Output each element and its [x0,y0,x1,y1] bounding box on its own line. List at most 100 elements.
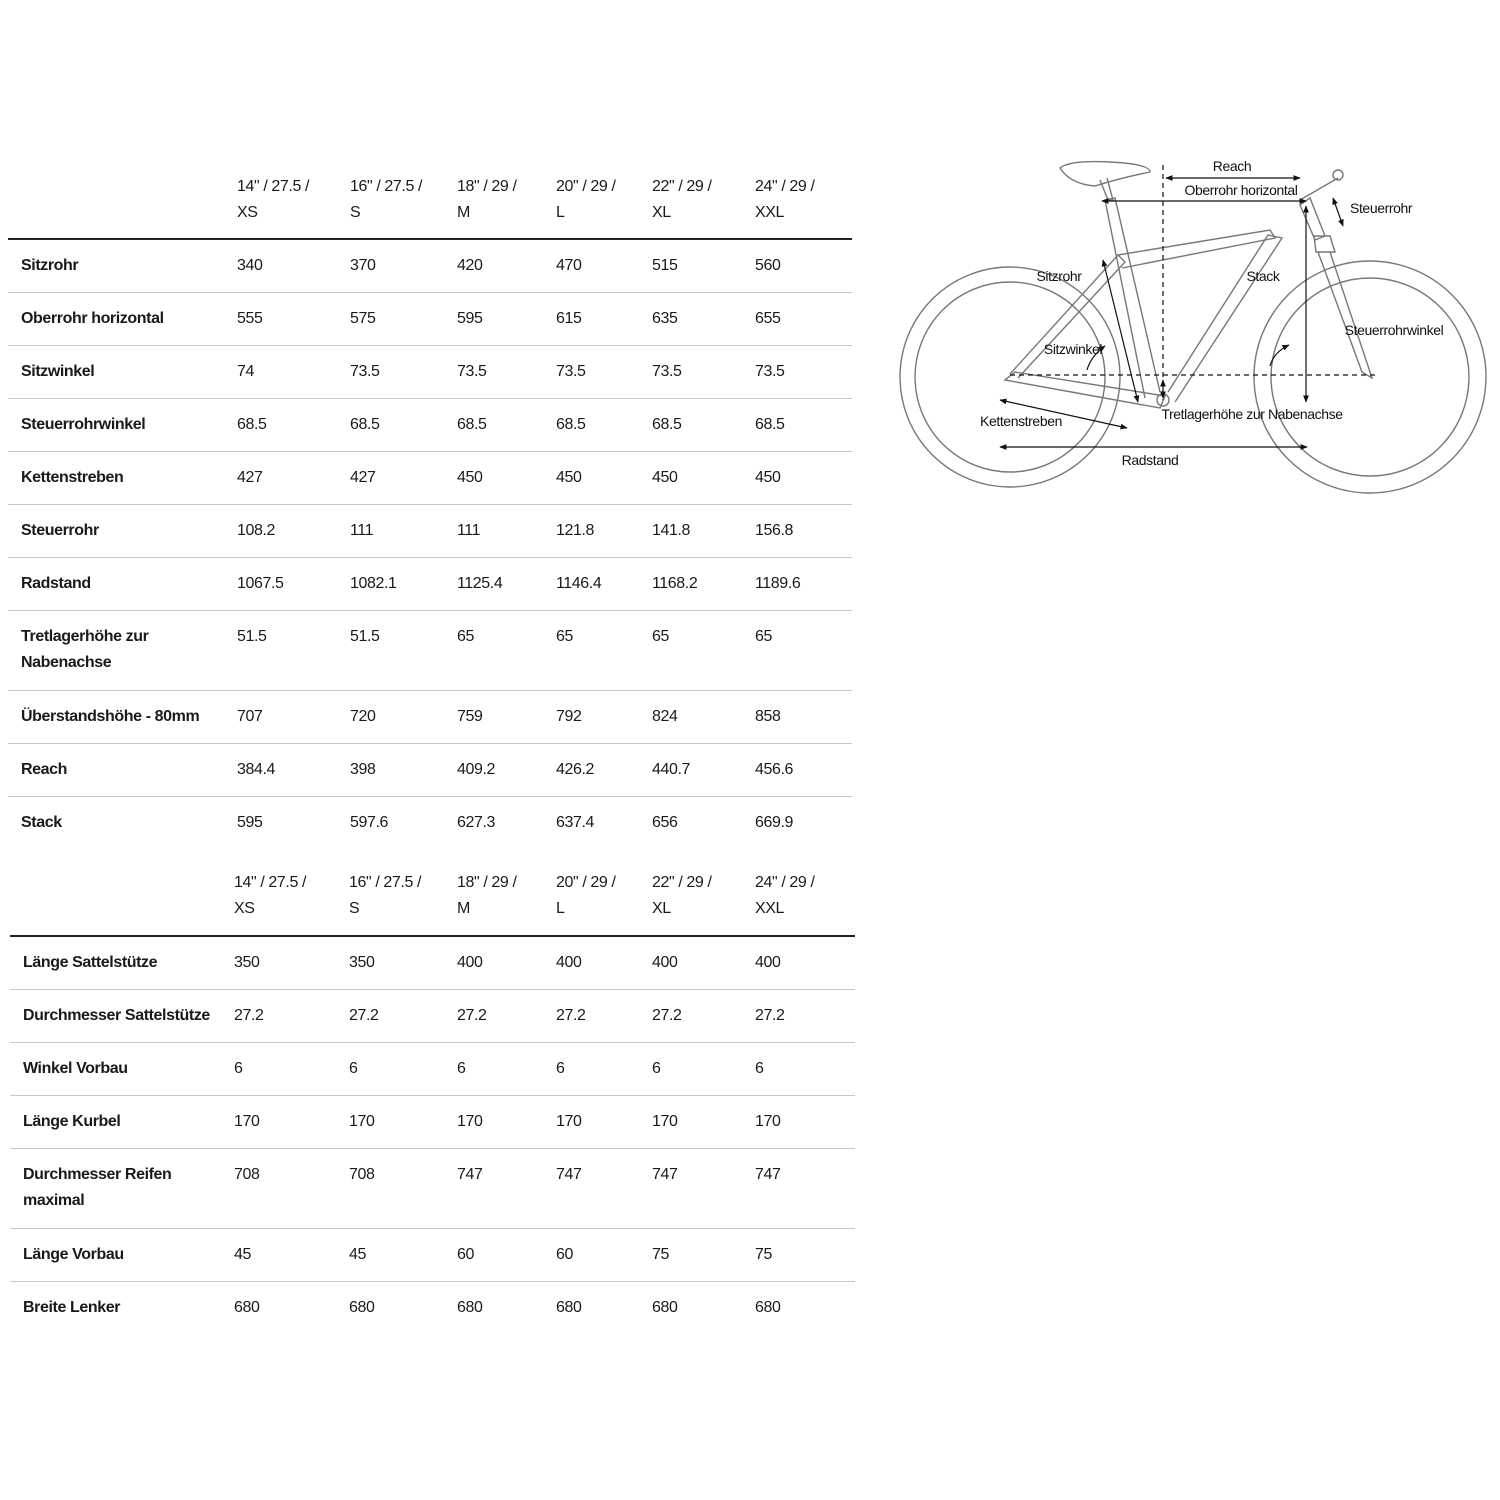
row-label: Sitzrohr [21,257,79,274]
size-header: 24" / 29 / [755,178,815,195]
table-cell: 747 [457,1166,483,1183]
table-cell: 27.2 [349,1007,379,1024]
row-label: Tretlagerhöhe zur [21,628,149,645]
row-label: Sitzwinkel [21,363,95,380]
row-label: Oberrohr horizontal [21,310,164,327]
table-cell: 108.2 [237,522,276,539]
table-cell: 560 [755,257,781,274]
table-cell: 635 [652,310,678,327]
table-cell: 141.8 [652,522,691,539]
header-rule [10,935,855,937]
table-cell: 111 [457,522,481,539]
table-cell: 1082.1 [350,575,397,592]
table-cell: 68.5 [755,416,785,433]
table-cell: 450 [652,469,678,486]
table-cell: 74 [237,363,254,380]
size-header: L [556,204,565,221]
table-cell: 170 [556,1113,582,1130]
table-cell: 637.4 [556,814,595,831]
size-header: XXL [755,204,785,221]
table-cell: 858 [755,708,781,725]
table-cell: 65 [556,628,573,645]
size-header: 16" / 27.5 / [349,874,422,891]
row-label: Länge Sattelstütze [23,954,158,971]
size-header: XL [652,204,671,221]
table-cell: 400 [652,954,678,971]
size-header: 22" / 29 / [652,178,712,195]
row-divider [10,1148,855,1149]
table-cell: 6 [457,1060,466,1077]
size-header: 14" / 27.5 / [234,874,307,891]
row-label: Länge Kurbel [23,1113,121,1130]
table-cell: 27.2 [457,1007,487,1024]
table-cell: 170 [652,1113,678,1130]
table-cell: 708 [349,1166,375,1183]
size-header: 16" / 27.5 / [350,178,423,195]
size-header: 18" / 29 / [457,874,517,891]
size-header: 22" / 29 / [652,874,712,891]
table-cell: 747 [556,1166,582,1183]
label-seat-angle: Sitzwinkel [1044,341,1103,357]
label-chainstay: Kettenstreben [980,413,1062,429]
table-cell: 45 [349,1246,366,1263]
size-header: S [350,204,361,221]
table-cell: 73.5 [556,363,586,380]
table-cell: 45 [234,1246,251,1263]
label-head-angle: Steuerrohrwinkel [1345,322,1444,338]
label-bb-drop: Tretlagerhöhe zur Nabenachse [1161,406,1343,422]
table-cell: 398 [350,761,376,778]
row-divider [10,1042,855,1043]
table-cell: 440.7 [652,761,691,778]
table-cell: 515 [652,257,678,274]
row-label: Stack [21,814,62,831]
table-cell: 27.2 [652,1007,682,1024]
row-label: Steuerrohr [21,522,99,539]
table-cell: 170 [755,1113,781,1130]
size-header: 24" / 29 / [755,874,815,891]
row-divider [10,989,855,990]
table-cell: 51.5 [350,628,380,645]
bike-geometry-diagram: Reach Oberrohr horizontal Steuerrohr Sit… [899,158,1487,494]
table-cell: 6 [652,1060,661,1077]
size-header: 20" / 29 / [556,874,616,891]
table-cell: 75 [755,1246,772,1263]
table-cell: 121.8 [556,522,595,539]
row-label: Radstand [21,575,91,592]
table-cell: 73.5 [457,363,487,380]
table-cell: 680 [234,1299,260,1316]
table-cell: 170 [457,1113,483,1130]
table-cell: 595 [237,814,263,831]
table-cell: 68.5 [652,416,682,433]
table-cell: 156.8 [755,522,794,539]
table-cell: 669.9 [755,814,794,831]
table-cell: 456.6 [755,761,794,778]
size-header: 20" / 29 / [556,178,616,195]
table-cell: 420 [457,257,483,274]
size-header: XL [652,900,671,917]
table-cell: 73.5 [350,363,380,380]
table-cell: 597.6 [350,814,389,831]
row-label: Kettenstreben [21,469,124,486]
row-divider [8,451,852,452]
table-cell: 51.5 [237,628,267,645]
table-cell: 426.2 [556,761,595,778]
table-cell: 1067.5 [237,575,284,592]
table-cell: 470 [556,257,582,274]
table-cell: 340 [237,257,263,274]
table-cell: 75 [652,1246,669,1263]
row-divider [8,398,852,399]
table-cell: 707 [237,708,263,725]
table-cell: 27.2 [556,1007,586,1024]
table-cell: 450 [457,469,483,486]
table-cell: 595 [457,310,483,327]
label-stack: Stack [1246,268,1280,284]
table-cell: 680 [349,1299,375,1316]
table-cell: 747 [755,1166,781,1183]
size-header: XXL [755,900,785,917]
table-cell: 73.5 [652,363,682,380]
row-divider [10,1095,855,1096]
size-header: L [556,900,565,917]
table-cell: 720 [350,708,376,725]
table-cell: 708 [234,1166,260,1183]
row-divider [8,292,852,293]
